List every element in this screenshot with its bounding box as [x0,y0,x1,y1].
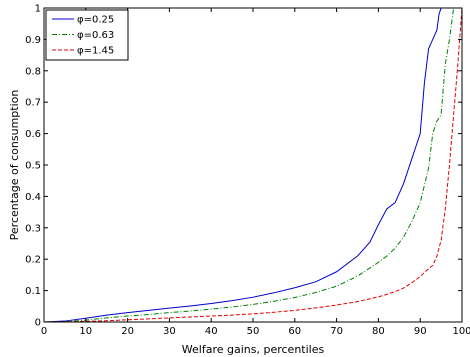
y-tick-label: 0.2 [25,255,41,266]
x-tick-label: 70 [330,326,343,337]
y-tick-label: 0.8 [25,66,41,77]
x-tick-label: 30 [163,326,176,337]
plot-area: 0 10 20 30 40 50 60 70 80 90 100 0 0.1 0.2 0.3 0.4 0.5 0.… [25,4,470,338]
x-tick-label: 80 [372,326,385,337]
series-line-1 [44,8,442,322]
legend: φ=0.25 φ=0.63 φ=1.45 [45,9,129,61]
legend-label-3: φ=1.45 [77,46,114,57]
x-tick-label: 60 [288,326,301,337]
legend-label-1: φ=0.25 [77,15,114,26]
x-tick-label: 0 [41,326,47,337]
y-tick-label: 0.3 [25,223,41,234]
y-tick-label: 1 [35,4,41,15]
series-line-3 [44,8,462,322]
y-tick-label: 0.7 [25,98,41,109]
y-tick-label: 0.5 [25,161,41,172]
x-tick-label: 40 [205,326,218,337]
x-tick-label: 50 [247,326,260,337]
x-tick-label: 100 [452,326,470,337]
y-tick-label: 0 [35,318,41,329]
y-tick-label: 0.6 [25,129,41,140]
x-tick-label: 90 [414,326,427,337]
legend-label-2: φ=0.63 [77,30,114,41]
y-tick-label: 0.4 [25,192,41,203]
x-tick-label: 10 [79,326,92,337]
y-tick-label: 0.1 [25,286,41,297]
y-tick-label: 0.9 [25,35,41,46]
series-line-2 [44,8,455,322]
y-axis-label: Percentage of consumption [8,90,21,241]
x-tick-label: 20 [121,326,134,337]
series-lines [44,8,462,322]
x-axis-label: Welfare gains, percentiles [182,343,325,356]
